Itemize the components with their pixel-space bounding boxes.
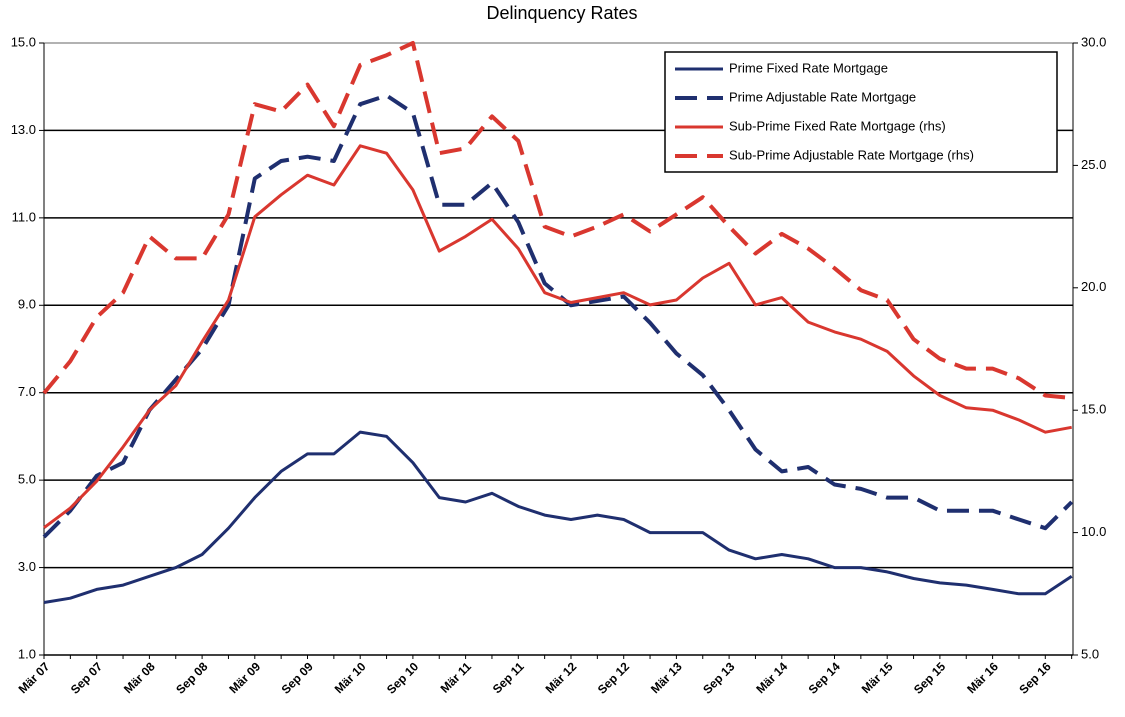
y-tick-label: 7.0	[18, 384, 36, 399]
y2-tick-label: 10.0	[1081, 524, 1106, 539]
x-tick-group: Mär 11	[438, 659, 475, 696]
x-tick-label: Mär 08	[121, 659, 158, 696]
legend-label: Sub-Prime Fixed Rate Mortgage (rhs)	[729, 118, 946, 133]
y2-tick-label: 20.0	[1081, 279, 1106, 294]
x-tick-label: Mär 15	[859, 659, 896, 696]
x-tick-label: Sep 09	[279, 659, 316, 696]
x-tick-label: Mär 13	[648, 659, 685, 696]
x-tick-group: Mär 09	[226, 659, 263, 696]
chart-title: Delinquency Rates	[486, 3, 637, 23]
x-tick-group: Mär 08	[121, 659, 158, 696]
y-tick-label: 5.0	[18, 472, 36, 487]
series-line	[43, 430, 1073, 604]
series-line	[43, 144, 1072, 529]
x-tick-group: Sep 16	[1016, 659, 1053, 696]
x-tick-label: Sep 11	[490, 659, 527, 696]
x-tick-group: Mär 07	[16, 659, 53, 696]
legend-label: Sub-Prime Adjustable Rate Mortgage (rhs)	[729, 147, 974, 162]
x-tick-group: Sep 08	[173, 659, 210, 696]
x-tick-group: Sep 14	[806, 659, 843, 696]
y2-tick-label: 5.0	[1081, 646, 1099, 661]
x-tick-label: Mär 11	[438, 659, 475, 696]
x-tick-group: Mär 15	[859, 659, 896, 696]
x-tick-label: Sep 13	[700, 659, 737, 696]
x-tick-label: Mär 07	[16, 659, 53, 696]
x-tick-group: Sep 07	[68, 659, 105, 696]
y-tick-label: 13.0	[11, 122, 36, 137]
y-tick-label: 3.0	[18, 559, 36, 574]
x-tick-label: Mär 16	[964, 659, 1001, 696]
y2-tick-label: 30.0	[1081, 34, 1106, 49]
y2-tick-label: 25.0	[1081, 157, 1106, 172]
series-line	[42, 41, 1072, 400]
y2-tick-label: 15.0	[1081, 402, 1106, 417]
x-tick-label: Sep 07	[68, 659, 105, 696]
x-tick-label: Sep 10	[384, 659, 421, 696]
x-tick-label: Mär 10	[332, 659, 369, 696]
x-tick-group: Mär 14	[753, 659, 790, 696]
x-tick-group: Sep 12	[595, 659, 632, 696]
legend-label: Prime Fixed Rate Mortgage	[729, 60, 888, 75]
x-tick-label: Sep 16	[1016, 659, 1053, 696]
x-tick-label: Mär 09	[226, 659, 263, 696]
x-tick-label: Sep 08	[173, 659, 210, 696]
x-tick-label: Mär 14	[753, 659, 790, 696]
x-tick-group: Mär 12	[543, 659, 580, 696]
x-tick-group: Sep 15	[911, 659, 948, 696]
x-tick-group: Mär 13	[648, 659, 685, 696]
y-tick-label: 11.0	[12, 209, 36, 224]
x-tick-label: Sep 15	[911, 659, 948, 696]
y-tick-label: 15.0	[11, 34, 36, 49]
x-tick-group: Sep 10	[384, 659, 421, 696]
y-tick-label: 9.0	[18, 297, 36, 312]
x-tick-group: Sep 09	[279, 659, 316, 696]
x-tick-group: Sep 11	[490, 659, 527, 696]
x-tick-label: Mär 12	[543, 659, 580, 696]
x-tick-group: Sep 13	[700, 659, 737, 696]
legend-label: Prime Adjustable Rate Mortgage	[729, 89, 916, 104]
x-tick-group: Mär 16	[964, 659, 1001, 696]
legend-box	[664, 51, 1058, 173]
x-tick-label: Sep 12	[595, 659, 632, 696]
y-tick-label: 1.0	[18, 646, 36, 661]
x-tick-group: Mär 10	[332, 659, 369, 696]
series-line	[42, 93, 1074, 539]
x-tick-label: Sep 14	[806, 659, 843, 696]
